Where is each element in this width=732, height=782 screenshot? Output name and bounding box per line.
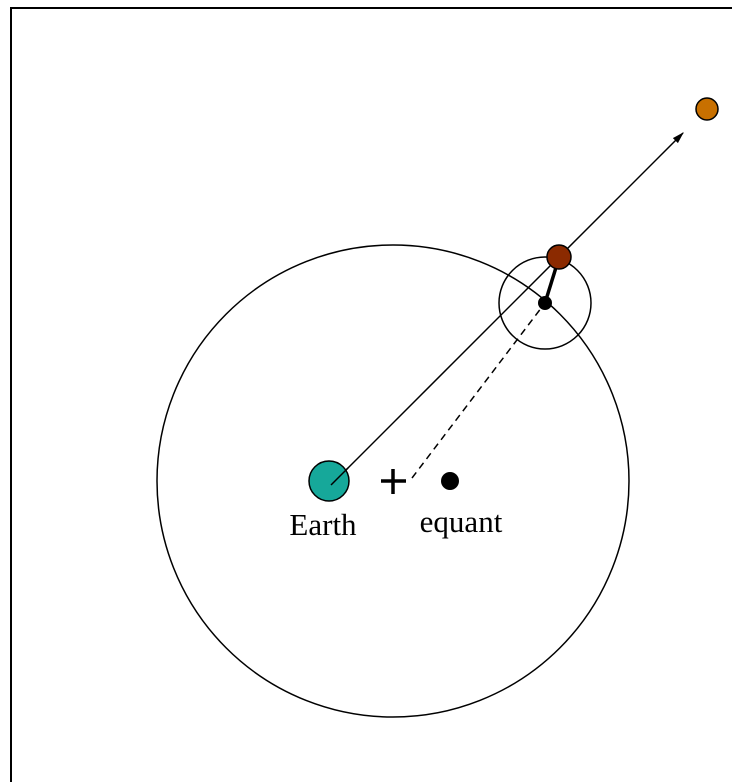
equant-label: equant <box>420 504 503 539</box>
center-cross <box>381 469 406 494</box>
earth-label: Earth <box>289 507 357 542</box>
equant-line <box>411 302 546 479</box>
earth <box>308 460 350 502</box>
sight-line-start <box>330 467 349 486</box>
planet <box>546 244 572 270</box>
equant-point <box>441 472 459 490</box>
sight-line <box>330 132 684 486</box>
frame <box>10 7 732 782</box>
epicycle <box>498 256 592 350</box>
deferent <box>156 244 630 718</box>
epicycle-center <box>538 296 552 310</box>
apparent-planet <box>695 97 719 121</box>
